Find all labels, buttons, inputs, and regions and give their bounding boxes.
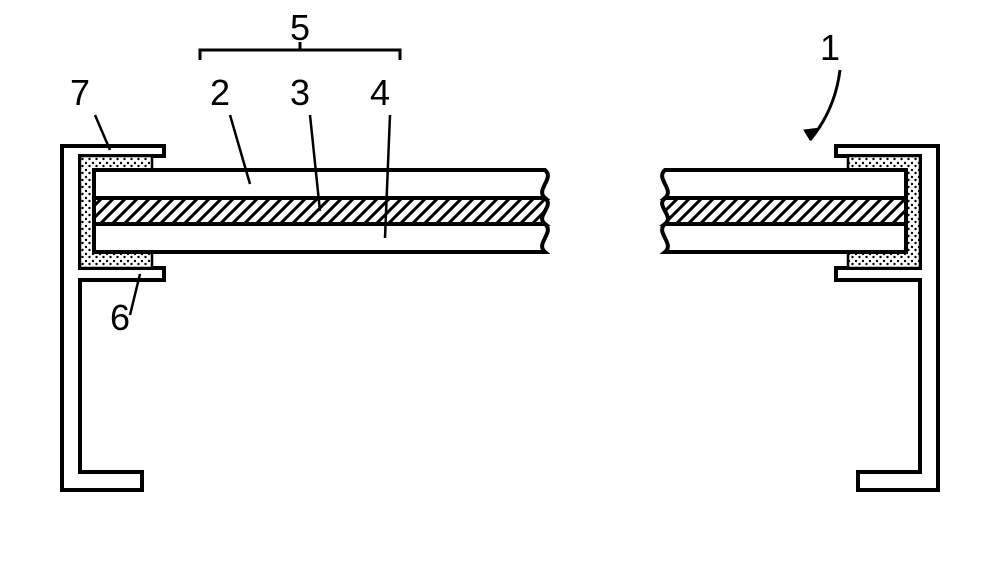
layer-3-left (94, 198, 548, 224)
label-5: 5 (290, 7, 310, 48)
label-4: 4 (370, 72, 390, 113)
label-2: 2 (210, 72, 230, 113)
layer-3-right (662, 198, 906, 224)
label-6: 6 (110, 297, 130, 338)
label-3: 3 (290, 72, 310, 113)
layer-4-right (662, 224, 906, 252)
label-1: 1 (820, 27, 840, 68)
arrowhead-1 (804, 128, 820, 140)
bracket-5 (200, 50, 400, 60)
label-7: 7 (70, 72, 90, 113)
layer-4-left (94, 224, 548, 252)
layer-2-left (94, 170, 548, 198)
cross-section-diagram: 1 2 3 4 5 6 7 (0, 0, 1000, 567)
layer-2-right (662, 170, 906, 198)
